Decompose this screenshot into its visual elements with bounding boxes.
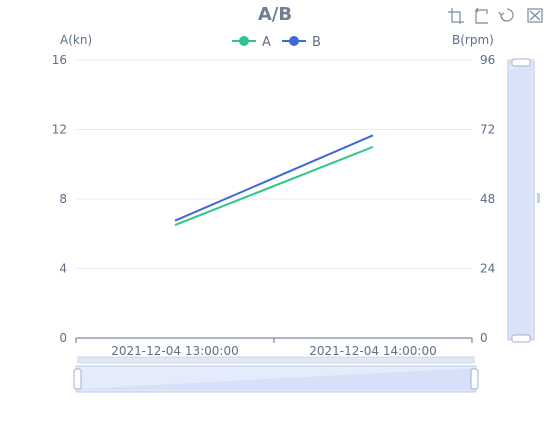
grid	[76, 59, 472, 269]
series-line-a[interactable]	[174, 145, 374, 226]
y-right-tick-label: 72	[480, 123, 495, 137]
y-left-tick-label: 16	[52, 53, 67, 67]
series-layer	[174, 134, 374, 226]
legend-marker-a	[239, 36, 249, 46]
y-right-tick-label: 24	[480, 262, 495, 276]
x-slider-handle-right[interactable]	[470, 368, 479, 390]
legend-label-a: A	[262, 35, 271, 50]
x-slider-handle-left[interactable]	[73, 368, 82, 390]
legend-label-b: B	[312, 35, 321, 50]
x-slider-window[interactable]	[77, 365, 475, 393]
legend-marker-b	[289, 36, 299, 46]
y-axis-right-ticks: 0 24 48 72 96	[480, 53, 495, 345]
zoom-in-icon[interactable]	[448, 8, 464, 24]
y-axis-right-label: B(rpm)	[452, 33, 494, 47]
y-left-tick-label: 12	[52, 123, 67, 137]
zoom-reset-icon[interactable]	[475, 7, 488, 24]
x-tick-label: 2021-12-04 13:00:00	[111, 344, 238, 358]
legend-item-b[interactable]: B	[282, 35, 321, 50]
y-left-tick-label: 8	[59, 192, 67, 206]
y-data-zoom-slider[interactable]	[507, 58, 540, 343]
y-left-tick-label: 4	[59, 262, 67, 276]
y-right-tick-label: 48	[480, 192, 495, 206]
series-line-b[interactable]	[174, 134, 374, 222]
y-left-tick-label: 0	[59, 331, 67, 345]
y-axis-left-label: A(kn)	[60, 33, 92, 47]
x-data-zoom-slider[interactable]	[73, 356, 479, 393]
restore-icon[interactable]	[498, 8, 514, 22]
toolbox	[448, 7, 543, 24]
x-slider-grip[interactable]	[77, 356, 475, 364]
y-slider-grip[interactable]	[537, 193, 540, 203]
x-axis-ticks: 2021-12-04 13:00:00 2021-12-04 14:00:00	[75, 338, 473, 358]
y-slider-handle-top[interactable]	[511, 58, 531, 67]
x-tick-label: 2021-12-04 14:00:00	[309, 344, 436, 358]
y-axis-left-ticks: 0 4 8 12 16	[52, 53, 67, 345]
legend-item-a[interactable]: A	[232, 35, 271, 50]
chart-title: A/B	[258, 4, 292, 25]
y-right-tick-label: 96	[480, 53, 495, 67]
y-slider-handle-bottom[interactable]	[511, 334, 531, 343]
legend: A B	[232, 35, 321, 50]
save-image-icon[interactable]	[527, 8, 543, 23]
y-slider-window[interactable]	[507, 61, 535, 340]
y-right-tick-label: 0	[480, 331, 488, 345]
